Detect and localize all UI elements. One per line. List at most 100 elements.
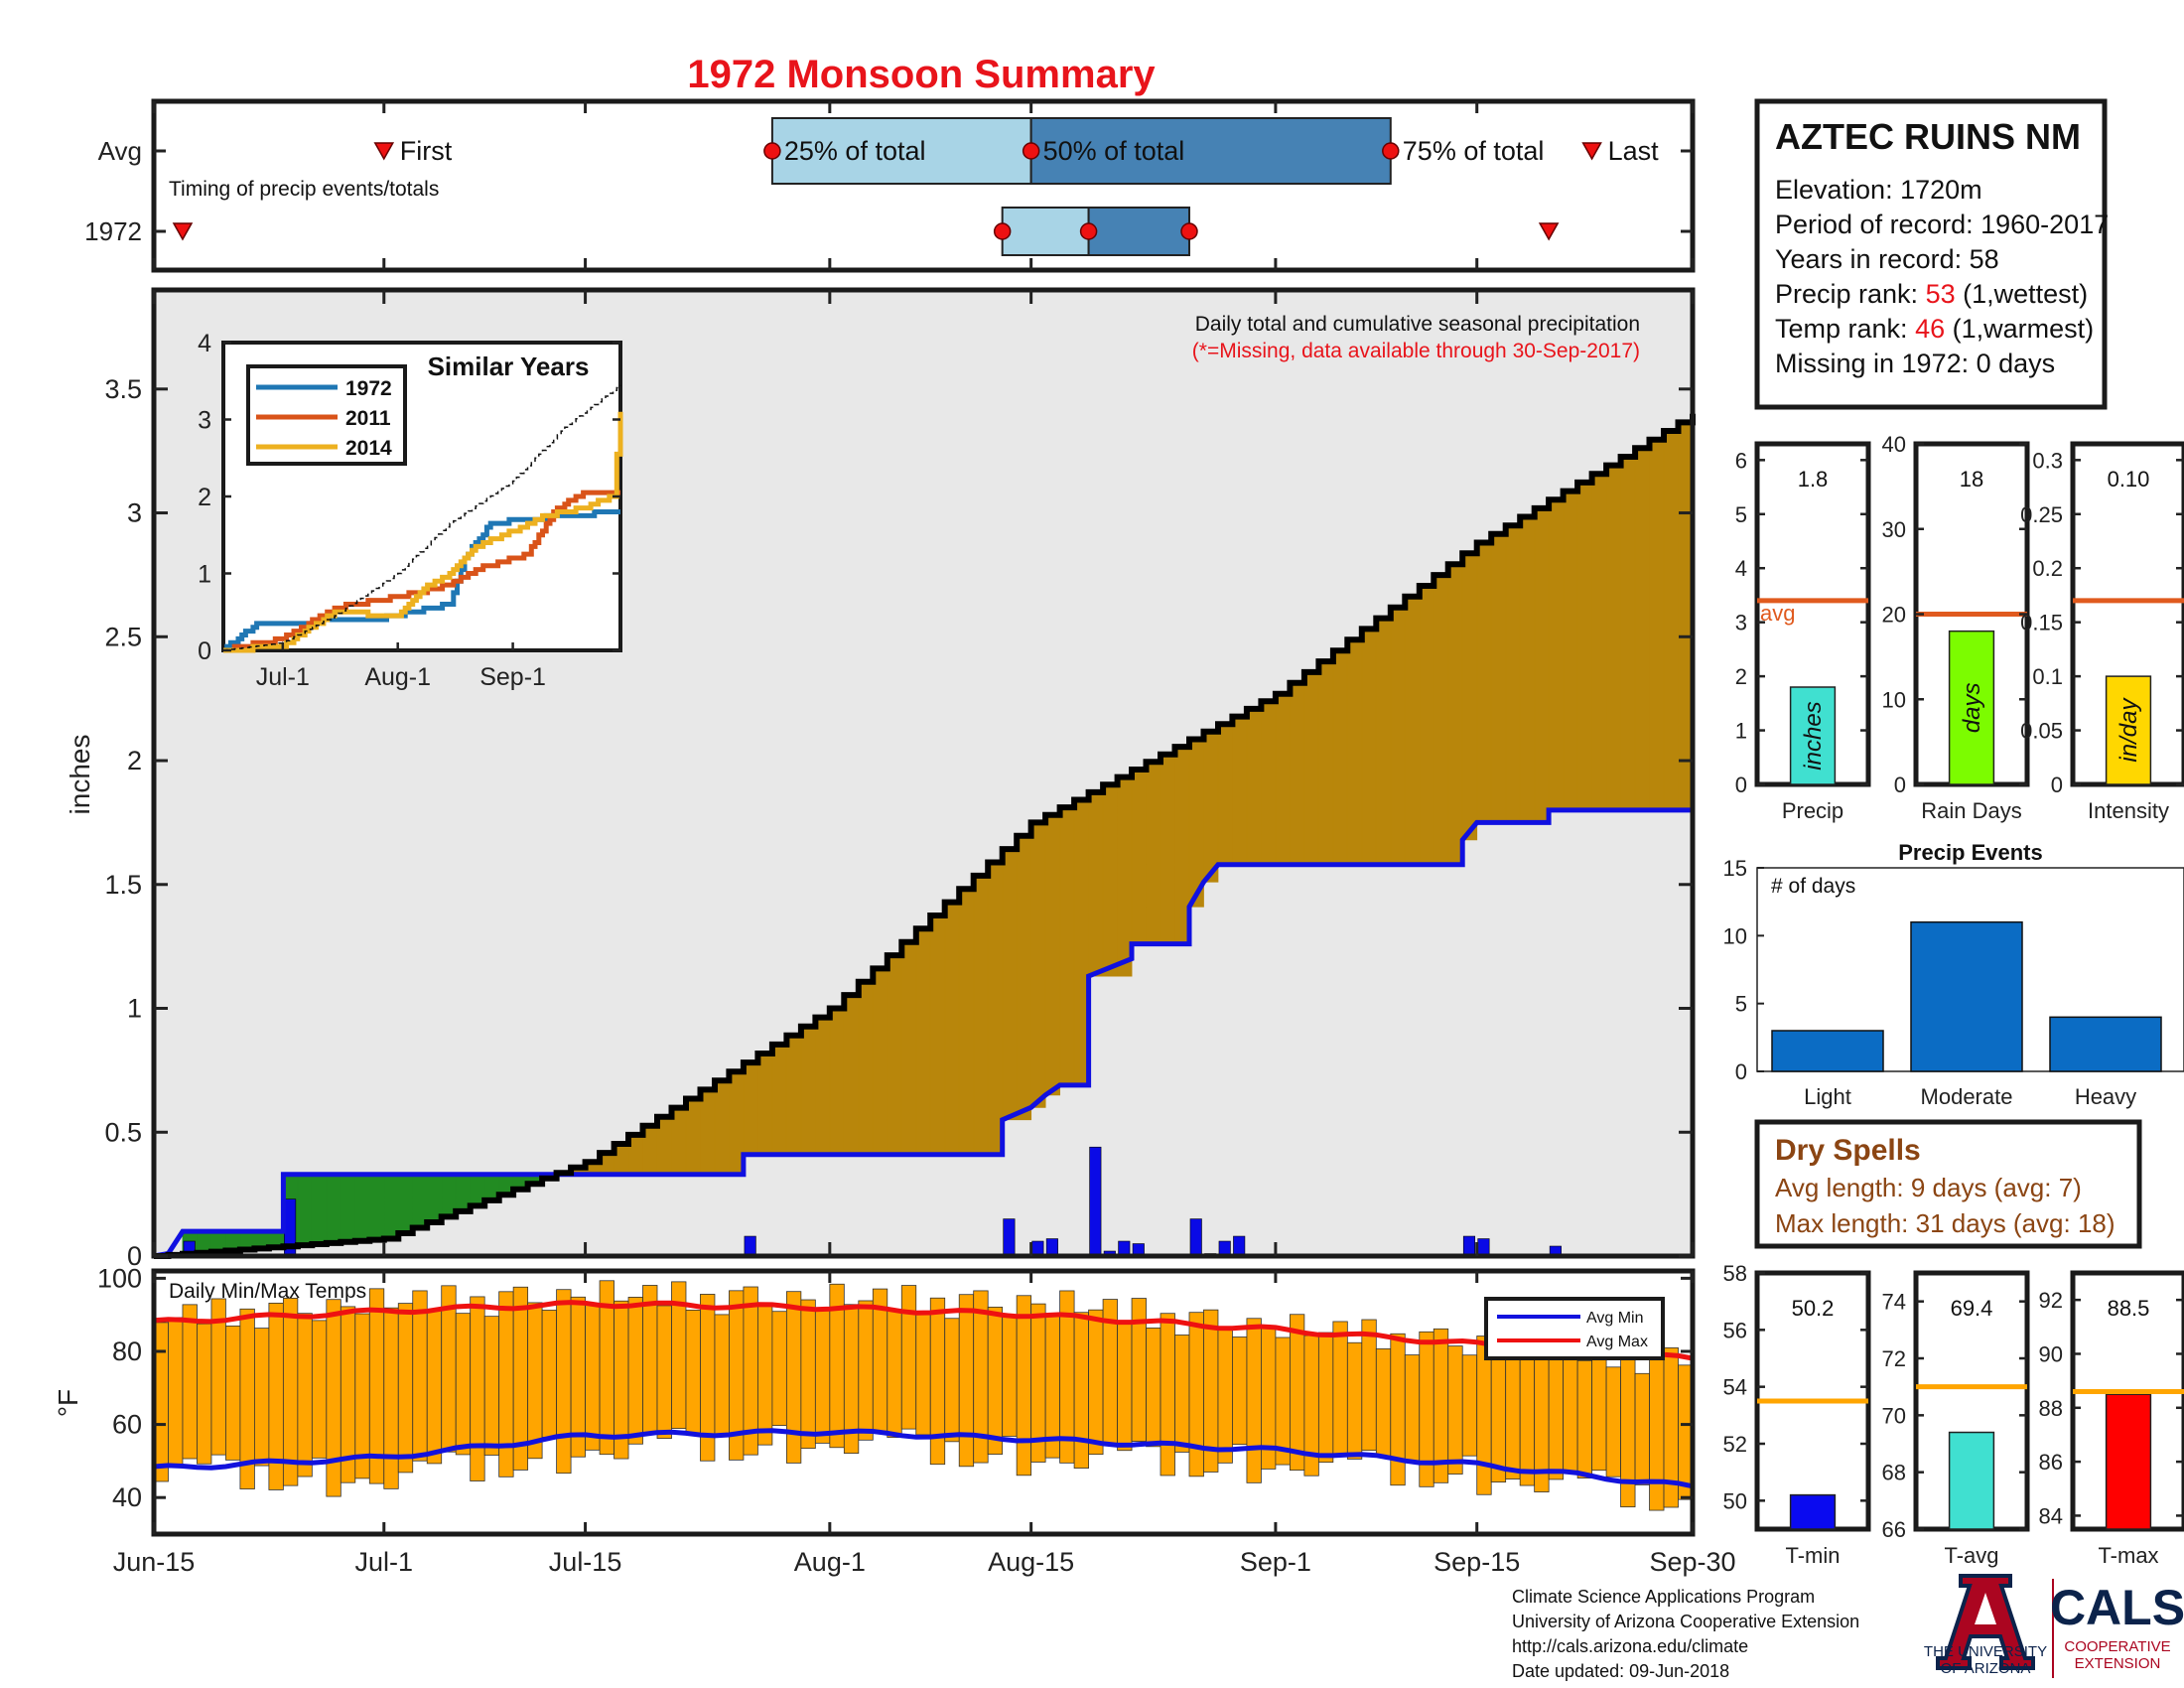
ua-text-1: THE UNIVERSITY bbox=[1924, 1643, 2047, 1660]
raindays-value: 18 bbox=[1960, 467, 1983, 492]
x-date-label: Aug-15 bbox=[988, 1547, 1074, 1577]
timing-p25-label: 25% of total bbox=[784, 136, 926, 166]
station-name: AZTEC RUINS NM bbox=[1775, 116, 2081, 157]
daily-temp-bar bbox=[915, 1313, 931, 1436]
daily-temp-bar bbox=[297, 1313, 313, 1477]
intensity-ytick-label: 0.05 bbox=[2020, 719, 2063, 744]
precip-value: 1.8 bbox=[1798, 467, 1829, 492]
footer-credits: Climate Science Applications Program Univ… bbox=[1512, 1587, 1859, 1681]
missing-days: Missing in 1972: 0 days bbox=[1775, 349, 2055, 378]
x-date-label: Sep-15 bbox=[1433, 1547, 1520, 1577]
daily-temp-bar bbox=[1361, 1319, 1377, 1452]
daily-precip-bar bbox=[1233, 1235, 1246, 1257]
temp-title: Daily Min/Max Temps bbox=[169, 1280, 366, 1303]
main-note: Daily total and cumulative seasonal prec… bbox=[1195, 313, 1640, 336]
daily-temp-bar bbox=[397, 1303, 414, 1474]
daily-temp-bar bbox=[556, 1289, 572, 1475]
precip-ytick-label: 3 bbox=[1735, 611, 1747, 635]
raindays-label: Rain Days bbox=[1921, 798, 2021, 823]
daily-temp-bar bbox=[685, 1310, 701, 1434]
university-logo-a-counter bbox=[1975, 1593, 1996, 1624]
timing-first-label: First bbox=[400, 136, 453, 166]
dry-spells-avg: Avg length: 9 days (avg: 7) bbox=[1775, 1173, 2082, 1202]
precip-events-panel: Light Moderate Heavy 0 5 10 15 Precip Events # o… bbox=[1723, 840, 2184, 1109]
events-bar bbox=[2049, 1016, 2162, 1072]
daily-temp-bar bbox=[282, 1298, 299, 1486]
daily-precip-bar bbox=[1045, 1238, 1058, 1257]
precip-rank-suffix: (1,wettest) bbox=[1956, 279, 2089, 309]
daily-temp-bar bbox=[541, 1310, 558, 1438]
daily-temp-bar bbox=[1289, 1314, 1305, 1472]
daily-temp-bar bbox=[1490, 1344, 1507, 1483]
precip-ytick-label: 2 bbox=[1735, 664, 1747, 689]
timing-box-50-75 bbox=[1029, 117, 1392, 185]
station-elevation: Elevation: 1720m bbox=[1775, 175, 1982, 205]
daily-temp-bar bbox=[1073, 1312, 1089, 1469]
daily-temp-bar bbox=[1275, 1336, 1291, 1466]
daily-temp-bar bbox=[585, 1304, 601, 1451]
daily-temp-bar bbox=[527, 1302, 543, 1460]
x-date-label: Sep-30 bbox=[1649, 1547, 1735, 1577]
daily-temp-bar bbox=[470, 1296, 485, 1481]
precip-ytick-label: 4 bbox=[1735, 556, 1747, 581]
daily-temp-bar bbox=[455, 1313, 472, 1456]
inset-xtick-label: Aug-1 bbox=[364, 663, 431, 691]
daily-precip-bar bbox=[1089, 1146, 1102, 1257]
daily-temp-bar bbox=[383, 1307, 399, 1489]
timing-first-last-marker bbox=[1538, 222, 1560, 241]
tmax-label: T-max bbox=[2098, 1543, 2158, 1568]
timing-first-last-marker bbox=[373, 142, 395, 161]
daily-temp-bar bbox=[197, 1323, 212, 1465]
daily-temp-bar bbox=[1016, 1295, 1032, 1477]
precip-label: Precip bbox=[1782, 798, 1843, 823]
events-ytick-label: 5 bbox=[1735, 992, 1747, 1017]
intensity-label: Intensity bbox=[2088, 798, 2169, 823]
tmin-ytick-label: 50 bbox=[1723, 1488, 1747, 1513]
tmin-bar bbox=[1789, 1493, 1837, 1530]
temp-rank-prefix: Temp rank: bbox=[1775, 314, 1915, 344]
average-cumulative-line bbox=[153, 807, 1693, 1259]
dry-spells-frame bbox=[1754, 1119, 2142, 1249]
daily-temp-bar bbox=[987, 1306, 1004, 1455]
temp-ytick-label: 100 bbox=[97, 1263, 142, 1293]
tavg-ytick-label: 66 bbox=[1882, 1517, 1906, 1542]
events-ytick-label: 10 bbox=[1723, 923, 1747, 948]
inset-ytick-label: 2 bbox=[198, 484, 211, 511]
x-axis-dates: Jun-15 Jul-1 Jul-15 Aug-1 Aug-15 Sep-1 Sep-15 S… bbox=[113, 1547, 1736, 1577]
intensity-value: 0.10 bbox=[2108, 467, 2150, 492]
figure-title: 1972 Monsoon Summary bbox=[687, 53, 1156, 96]
cals-wordmark: CALS bbox=[2050, 1580, 2184, 1635]
precip-ytick-label: 0 bbox=[1735, 773, 1747, 797]
events-ytick-label: 0 bbox=[1735, 1059, 1747, 1084]
inset-legend-label: 2011 bbox=[345, 407, 391, 430]
main-ytick-label: 2.5 bbox=[104, 622, 142, 651]
main-ytick-label: 0.5 bbox=[104, 1117, 142, 1147]
dry-spells-box: Dry Spells Avg length: 9 days (avg: 7) Max… bbox=[1754, 1119, 2142, 1249]
precip-bar bbox=[1789, 686, 1837, 785]
tmin-ytick-label: 56 bbox=[1723, 1318, 1747, 1342]
timing-box-25-50 bbox=[1001, 207, 1090, 256]
temp-ytick-label: 40 bbox=[112, 1482, 142, 1512]
main-ytick-label: 1 bbox=[127, 994, 142, 1024]
main-missing-note: (*=Missing, data available through 30-Se… bbox=[1192, 340, 1640, 362]
daily-temp-bar bbox=[483, 1316, 500, 1456]
events-category-label: Light bbox=[1804, 1084, 1851, 1109]
daily-temp-bar bbox=[326, 1299, 341, 1497]
station-info-frame bbox=[1754, 98, 2108, 410]
daily-precip-bar bbox=[1462, 1235, 1476, 1257]
daily-temp-bar bbox=[944, 1318, 960, 1443]
raindays-ytick-label: 0 bbox=[1894, 773, 1906, 797]
timing-box-50-75 bbox=[1087, 207, 1190, 256]
timing-percentile-marker bbox=[1022, 142, 1040, 160]
tmin-ytick-label: 54 bbox=[1723, 1375, 1747, 1400]
daily-temp-bar bbox=[311, 1320, 328, 1459]
timing-percentile-marker bbox=[763, 142, 781, 160]
timing-p50-label: 50% of total bbox=[1043, 136, 1185, 166]
daily-temp-bar bbox=[800, 1299, 816, 1450]
station-years: Years in record: 58 bbox=[1775, 244, 1999, 274]
station-period: Period of record: 1960-2017 bbox=[1775, 210, 2109, 239]
precip-stat-panels: 0 1 2 3 4 5 6 1.8 Precip inches avg 0 10 20 30 40 18 Rain… bbox=[1735, 432, 2184, 823]
temp-stat-panels: 50 52 54 56 58 50.2 T-min 66 68 70 72 74 69.4 T-avg 84… bbox=[1723, 1261, 2184, 1568]
tmax-bar bbox=[2105, 1393, 2152, 1530]
